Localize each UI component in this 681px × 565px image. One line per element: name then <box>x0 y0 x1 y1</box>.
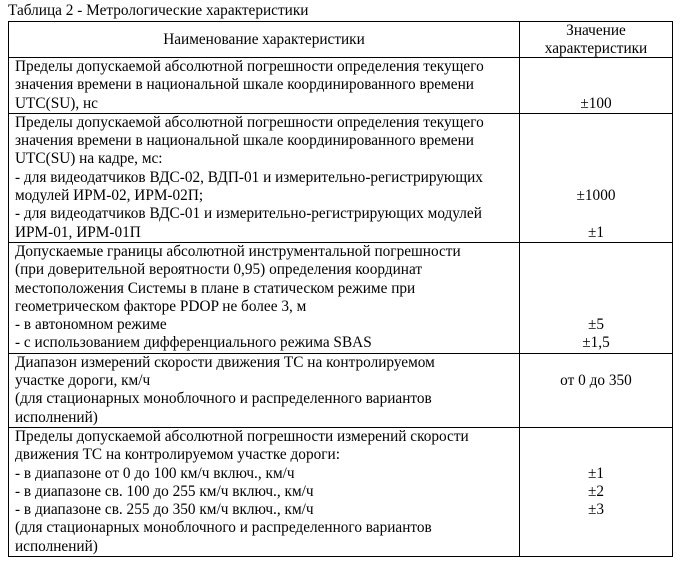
characteristic-value <box>526 243 666 261</box>
characteristic-value: ±1,5 <box>582 334 610 352</box>
characteristic-text-line: модулей ИРМ-02, ИРМ-02П; <box>15 187 204 205</box>
characteristic-text-line: (для стационарных моноблочного и распред… <box>15 390 432 408</box>
characteristic-value-cell: ±100 <box>519 57 673 114</box>
characteristic-value: ±1000 <box>576 187 616 205</box>
header-value-cell: Значение характеристики <box>519 21 673 58</box>
characteristic-text-line: - для видеодатчиков ВДС-02, ВДП-01 и изм… <box>15 168 483 186</box>
metrology-table: Наименование характеристики Значение хар… <box>8 21 673 558</box>
characteristic-text-line: Допускаемые границы абсолютной инструмен… <box>15 242 461 260</box>
characteristic-value: ±1 <box>587 223 605 241</box>
characteristic-name-cell: Пределы допускаемой абсолютной погрешнос… <box>8 57 520 114</box>
characteristic-value: ±5 <box>587 316 605 334</box>
characteristic-value <box>526 58 666 76</box>
characteristic-text-line: значения времени в национальной шкале ко… <box>15 76 474 94</box>
characteristic-value <box>526 205 666 223</box>
header-name: Наименование характеристики <box>163 30 365 48</box>
characteristic-name-cell: Допускаемые границы абсолютной инструмен… <box>8 241 520 354</box>
characteristic-text-line: значения времени в национальной шкале ко… <box>15 132 474 150</box>
table-header-row: Наименование характеристики Значение хар… <box>8 21 673 58</box>
characteristic-text-line: - для видеодатчиков ВДС-01 и измерительн… <box>15 205 482 223</box>
characteristic-text-line: Диапазон измерений скорости движения ТС … <box>15 353 435 371</box>
characteristic-value <box>526 280 666 298</box>
characteristic-value <box>526 76 666 94</box>
table-row: Пределы допускаемой абсолютной погрешнос… <box>8 57 673 114</box>
characteristic-value <box>526 132 666 150</box>
characteristic-text-line: UTC(SU), нс <box>15 94 98 112</box>
characteristic-value <box>526 390 666 408</box>
characteristic-text-line: местоположения Системы в плане в статиче… <box>15 279 416 297</box>
characteristic-value: от 0 до 350 <box>560 372 632 390</box>
characteristic-value <box>526 261 666 279</box>
characteristic-value <box>526 428 666 446</box>
characteristic-value <box>526 150 666 168</box>
characteristic-value-cell: ±5 ±1,5 <box>519 241 673 354</box>
characteristic-text-line: Пределы допускаемой абсолютной погрешнос… <box>15 58 484 75</box>
header-value-line: характеристики <box>544 39 648 57</box>
characteristic-text-line: исполнений) <box>15 537 98 555</box>
characteristic-text-line: (при доверительной вероятности 0,95) опр… <box>15 261 423 279</box>
table-row: Допускаемые границы абсолютной инструмен… <box>8 241 673 354</box>
table-row: Пределы допускаемой абсолютной погрешнос… <box>8 426 673 558</box>
characteristic-text-line: движения ТС на контролируемом участке до… <box>15 446 340 464</box>
header-name-cell: Наименование характеристики <box>8 21 520 58</box>
characteristic-value <box>526 114 666 132</box>
table-row: Диапазон измерений скорости движения ТС … <box>8 352 673 428</box>
characteristic-name-cell: Пределы допускаемой абсолютной погрешнос… <box>8 426 520 558</box>
characteristic-value-cell: ±1 ±2 ±3 <box>519 426 673 558</box>
characteristic-text-line: Пределы допускаемой абсолютной погрешнос… <box>15 427 469 445</box>
characteristic-value: ±2 <box>587 482 605 500</box>
characteristic-value <box>526 446 666 464</box>
characteristic-value <box>526 409 666 427</box>
characteristic-value-cell: от 0 до 350 <box>519 352 673 428</box>
characteristic-name-cell: Пределы допускаемой абсолютной погрешнос… <box>8 112 520 243</box>
characteristic-text-line: - в диапазоне св. 255 до 350 км/ч включ.… <box>15 501 314 519</box>
characteristic-text-line: исполнений) <box>15 408 98 426</box>
characteristic-text-line: ИРМ-01, ИРМ-01П <box>15 223 141 241</box>
characteristic-value <box>526 519 666 537</box>
characteristic-text-line: (для стационарных моноблочного и распред… <box>15 519 432 537</box>
characteristic-text-line: участке дороги, км/ч <box>15 372 151 390</box>
characteristic-value: ±3 <box>587 501 605 519</box>
characteristic-value: ±1 <box>587 464 605 482</box>
characteristic-text-line: Пределы допускаемой абсолютной погрешнос… <box>15 113 484 131</box>
characteristic-name-cell: Диапазон измерений скорости движения ТС … <box>8 352 520 428</box>
characteristic-text-line: - в диапазоне св. 100 до 255 км/ч включ.… <box>15 482 314 500</box>
table-row: Пределы допускаемой абсолютной погрешнос… <box>8 112 673 243</box>
table-caption: Таблица 2 - Метрологические характеристи… <box>8 2 309 19</box>
characteristic-value <box>526 298 666 316</box>
characteristic-value: ±100 <box>580 94 612 112</box>
characteristic-text-line: - в диапазоне от 0 до 100 км/ч включ., к… <box>15 464 295 482</box>
characteristic-value <box>526 169 666 187</box>
characteristic-value-cell: ±1000 ±1 <box>519 112 673 243</box>
characteristic-value <box>526 538 666 556</box>
characteristic-text-line: - с использованием дифференциального реж… <box>15 334 372 352</box>
header-value-line: Значение <box>566 22 626 39</box>
characteristic-value <box>526 354 666 372</box>
characteristic-text-line: UTC(SU) на кадре, мс: <box>15 150 163 168</box>
characteristic-text-line: геометрическом факторе PDOP не более 3, … <box>15 297 307 315</box>
characteristic-text-line: - в автономном режиме <box>15 316 167 334</box>
